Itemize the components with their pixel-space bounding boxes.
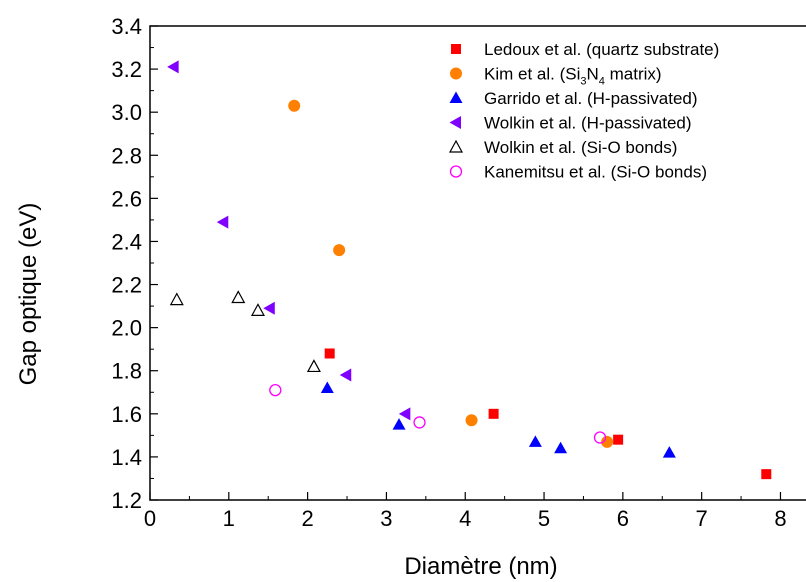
x-tick-label: 1 [223,506,235,531]
x-tick-label: 5 [538,506,550,531]
x-tick-label: 7 [696,506,708,531]
legend-label: Wolkin et al. (H-passivated) [484,114,692,133]
y-tick-label: 1.2 [111,488,142,513]
data-point [324,348,335,359]
plot-area [149,25,806,501]
legend-item: Garrido et al. (H-passivated) [449,89,698,108]
data-point [761,469,772,480]
y-tick-label: 3.4 [111,14,142,39]
legend-label: Ledoux et al. (quartz substrate) [484,40,719,59]
legend-item: Ledoux et al. (quartz substrate) [451,40,719,59]
y-tick-label: 2.0 [111,316,142,341]
y-tick-label: 2.6 [111,186,142,211]
data-point [554,441,568,454]
series-2 [288,99,614,448]
legend-item: Wolkin et al. (Si-O bonds) [448,138,677,157]
x-tick-label: 6 [617,506,629,531]
x-tick-label: 4 [459,506,471,531]
y-tick-label: 2.4 [111,229,142,254]
legend-item: Kim et al. (Si3N4 matrix) [450,65,662,88]
legend-label: Wolkin et al. (Si-O bonds) [484,138,677,157]
series-6 [269,383,607,444]
data-point [528,435,542,447]
data-point [413,416,426,429]
data-point [167,60,179,74]
axis-ticks [149,25,782,501]
data-point [593,431,607,444]
data-point [339,368,352,382]
series-5 [169,290,321,373]
data-point [269,383,282,397]
series-3 [320,381,676,458]
data-point [613,434,624,445]
x-tick-label: 3 [380,506,392,531]
y-tick-label: 1.6 [111,402,142,427]
y-tick-label: 2.8 [111,143,142,168]
x-tick-label: 2 [301,506,313,531]
y-tick-label: 1.4 [111,445,142,470]
legend-label: Kanemitsu et al. (Si-O bonds) [484,163,707,182]
data-point [488,408,499,419]
plot-border [149,25,806,501]
data-point [288,99,301,112]
y-tick-label: 3.0 [111,100,142,125]
tick-labels: 0 1 2 3 4 5 6 7 8 1.2 1.4 1.6 1.8 2.0 2.2 2.4 2.6 2.8 3.0 3… [111,14,786,531]
x-axis-title: Diamètre (nm) [404,553,557,580]
legend-marker [451,44,461,54]
legend-item: Wolkin et al. (H-passivated) [449,114,692,133]
legend: Ledoux et al. (quartz substrate) Kim et a… [448,40,719,182]
legend-item: Kanemitsu et al. (Si-O bonds) [449,163,707,182]
data-point [231,290,246,304]
data-point [306,359,321,373]
y-tick-label: 3.2 [111,57,142,82]
data-point [263,301,275,315]
data-point [662,446,676,458]
legend-marker [449,165,463,178]
data-point [465,414,478,427]
series-1 [324,348,772,480]
data-point [398,407,411,421]
data-point [601,435,614,448]
legend-marker [450,67,462,80]
legend-label: Kim et al. (Si3N4 matrix) [484,65,662,88]
data-points [167,60,772,480]
legend-label: Garrido et al. (H-passivated) [484,89,698,108]
y-axis-title: Gap optique (eV) [15,203,42,386]
series-4 [167,60,411,421]
legend-marker [449,116,461,129]
data-point [216,215,229,229]
data-point [169,292,184,306]
x-tick-label: 8 [774,506,786,531]
y-tick-label: 2.2 [111,273,142,298]
legend-marker [448,139,464,153]
legend-marker [449,91,463,103]
data-point [392,418,406,430]
y-tick-label: 1.8 [111,359,142,384]
data-point [320,381,334,393]
x-tick-label: 0 [144,506,156,531]
data-point [250,303,265,316]
data-point [333,244,346,257]
